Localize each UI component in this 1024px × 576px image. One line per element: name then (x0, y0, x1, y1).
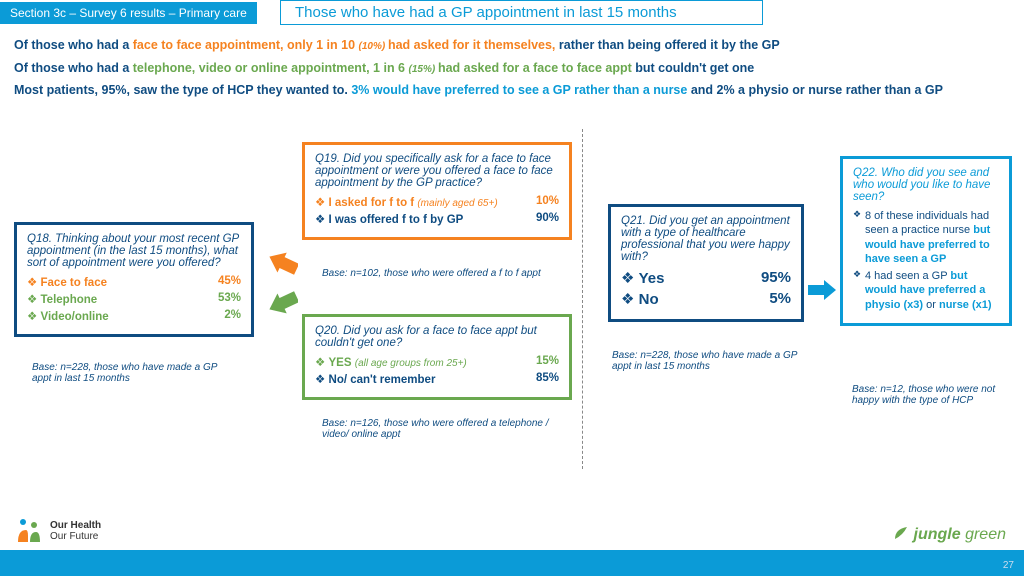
page-number: 27 (1003, 560, 1014, 571)
q19-base: Base: n=102, those who were offered a f … (322, 268, 552, 279)
q22-base: Base: n=12, those who were not happy wit… (852, 384, 1007, 406)
commentary: Of those who had a face to face appointm… (14, 36, 1010, 103)
section-tag: Section 3c – Survey 6 results – Primary … (0, 2, 257, 24)
q18-box: Q18. Thinking about your most recent GP … (14, 222, 254, 337)
q20-box: Q20. Did you ask for a face to face appt… (302, 314, 572, 400)
divider (582, 129, 583, 469)
leaf-icon (893, 525, 909, 541)
q18-base: Base: n=228, those who have made a GP ap… (32, 362, 222, 384)
arrow-green-icon (268, 290, 298, 316)
q21-base: Base: n=228, those who have made a GP ap… (612, 350, 802, 372)
q19-box: Q19. Did you specifically ask for a face… (302, 142, 572, 240)
people-icon (14, 516, 44, 546)
q22-box: Q22. Who did you see and who would you l… (840, 156, 1012, 326)
arrow-orange-icon (268, 250, 298, 276)
slide: Section 3c – Survey 6 results – Primary … (0, 0, 1024, 576)
logo-our-health: Our HealthOur Future (14, 516, 101, 546)
logo-jungle-green: jungle green (893, 525, 1006, 544)
arrow-cyan-icon (808, 278, 836, 302)
q20-base: Base: n=126, those who were offered a te… (322, 418, 562, 440)
footer-bar (0, 550, 1024, 576)
page-title: Those who have had a GP appointment in l… (280, 0, 763, 25)
q21-box: Q21. Did you get an appointment with a t… (608, 204, 804, 322)
